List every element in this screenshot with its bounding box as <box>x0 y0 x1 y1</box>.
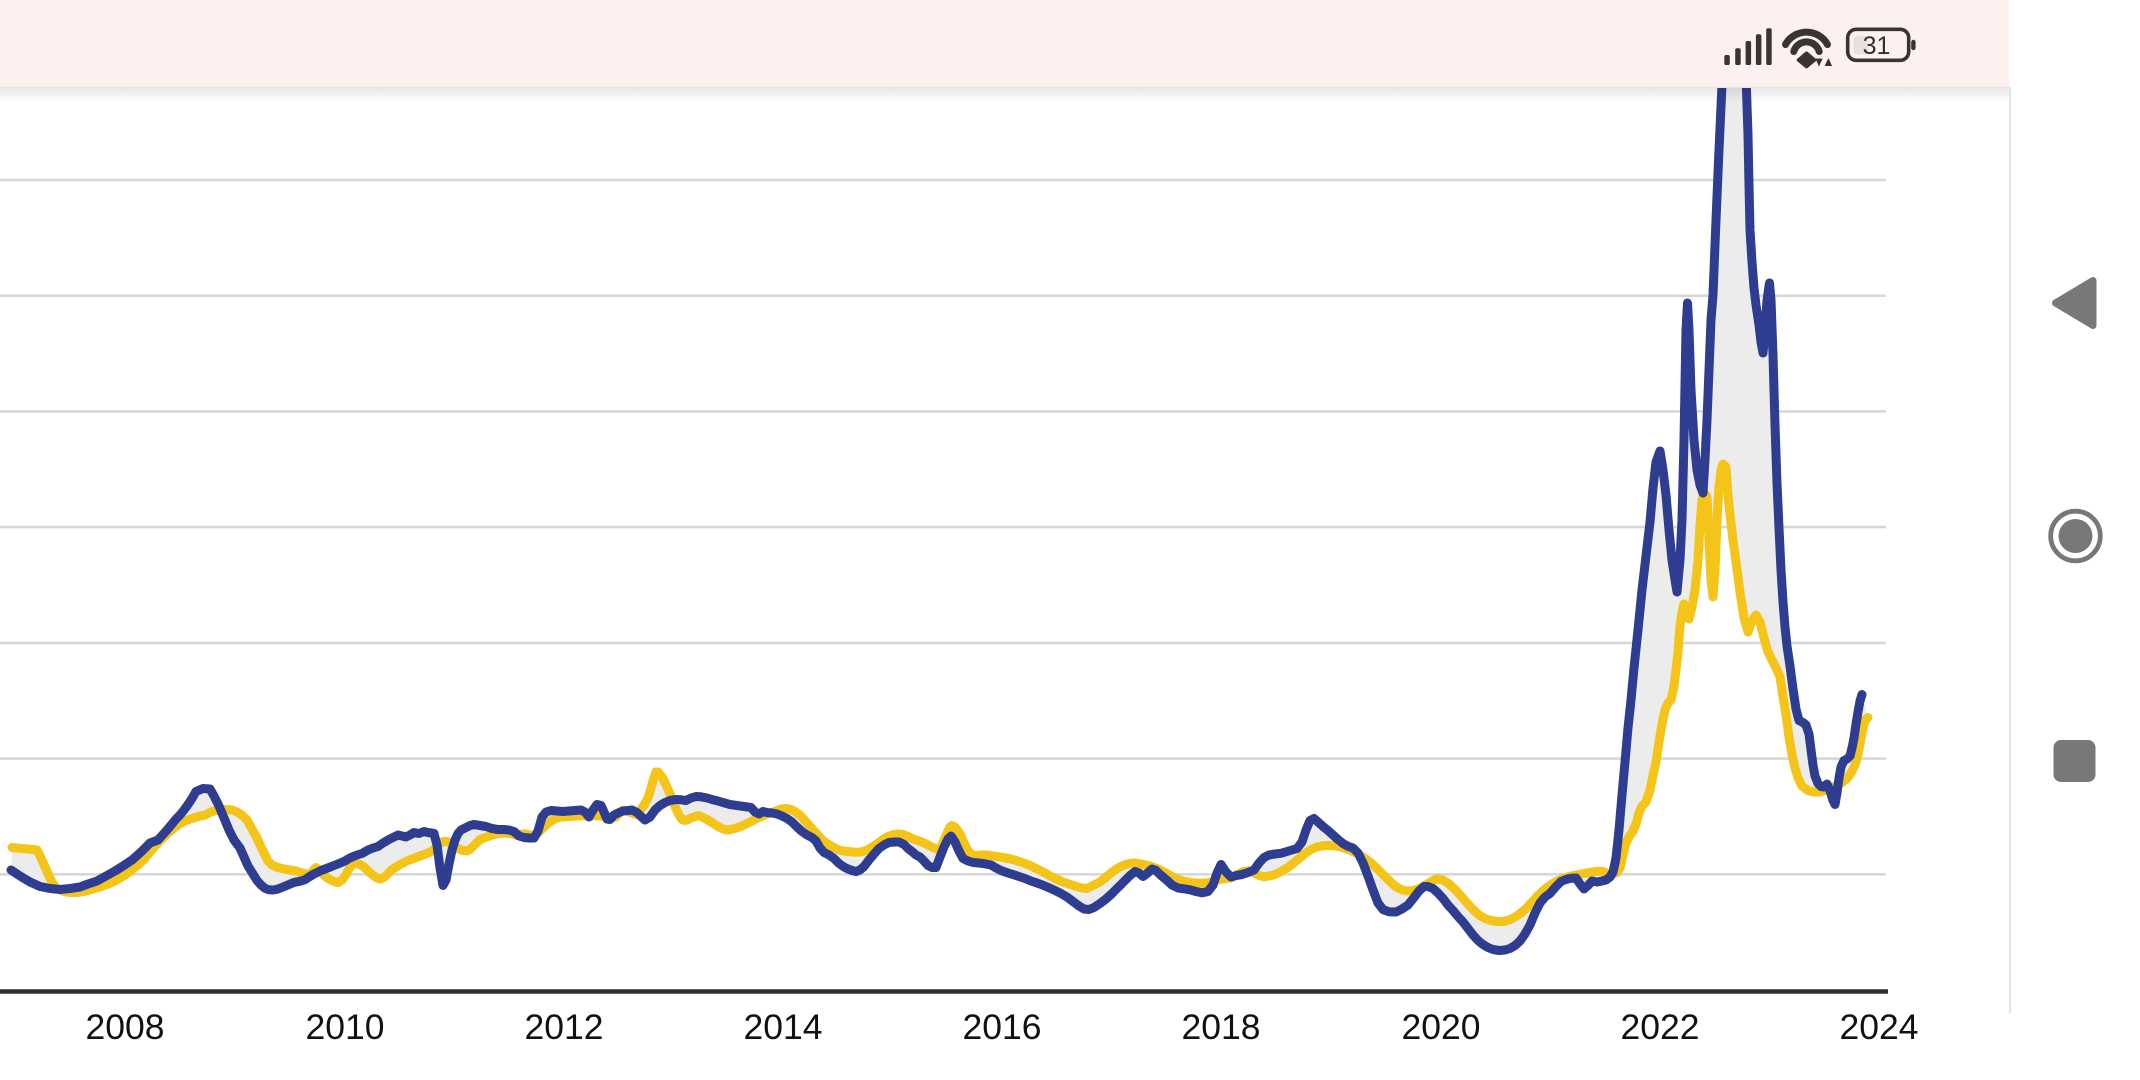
svg-text:2018: 2018 <box>1182 1007 1261 1047</box>
svg-text:31: 31 <box>1863 32 1891 60</box>
svg-text:2008: 2008 <box>86 1007 165 1047</box>
svg-text:2010: 2010 <box>306 1007 385 1047</box>
svg-text:2014: 2014 <box>744 1007 823 1047</box>
svg-text:2020: 2020 <box>1402 1007 1481 1047</box>
svg-text:2016: 2016 <box>963 1007 1042 1047</box>
svg-text:2022: 2022 <box>1621 1007 1700 1047</box>
svg-text:2012: 2012 <box>525 1007 604 1047</box>
svg-text:2024: 2024 <box>1840 1007 1919 1047</box>
